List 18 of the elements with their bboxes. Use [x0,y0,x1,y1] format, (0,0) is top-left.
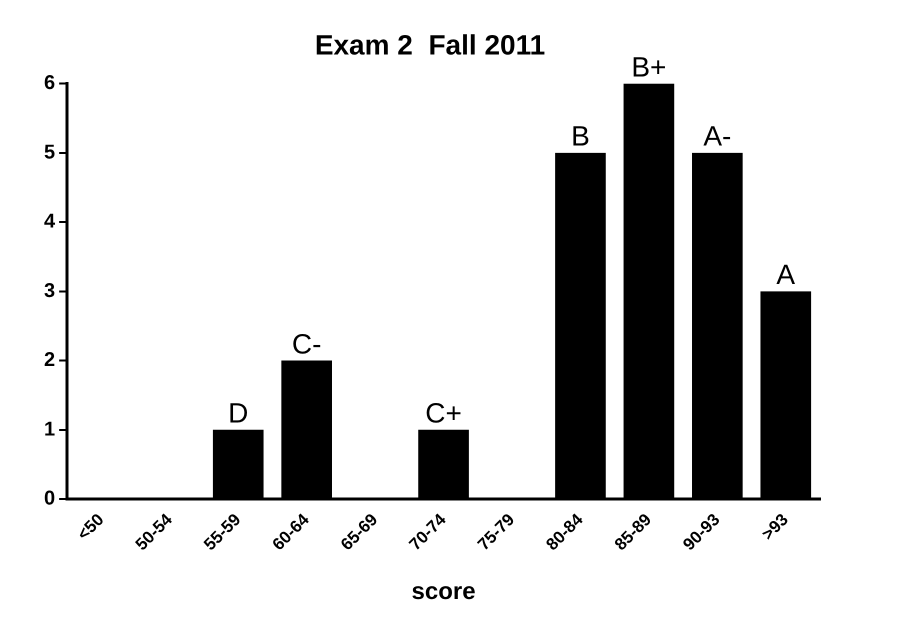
annotation: C- [292,328,322,360]
y-tick-label: 2 [44,349,56,372]
annotation: B [571,120,590,152]
x-tick-label: >93 [758,510,792,544]
x-tick-label: <50 [74,510,108,544]
y-tick-label: 5 [44,141,56,164]
annotation: B+ [631,51,666,82]
y-tick-label: 3 [44,280,56,302]
y-tick-label: 6 [44,72,56,94]
y-tick-label: 0 [44,488,56,510]
y-tick-label: 4 [44,210,56,233]
annotation: A [776,259,796,290]
annotation: A- [703,120,732,152]
x-axis-title: score [412,578,476,606]
y-tick-label: 1 [44,418,56,440]
annotation: C+ [425,398,462,429]
chart-title: Exam 2 Fall 2011 [314,30,546,61]
annotation: D [228,398,248,429]
